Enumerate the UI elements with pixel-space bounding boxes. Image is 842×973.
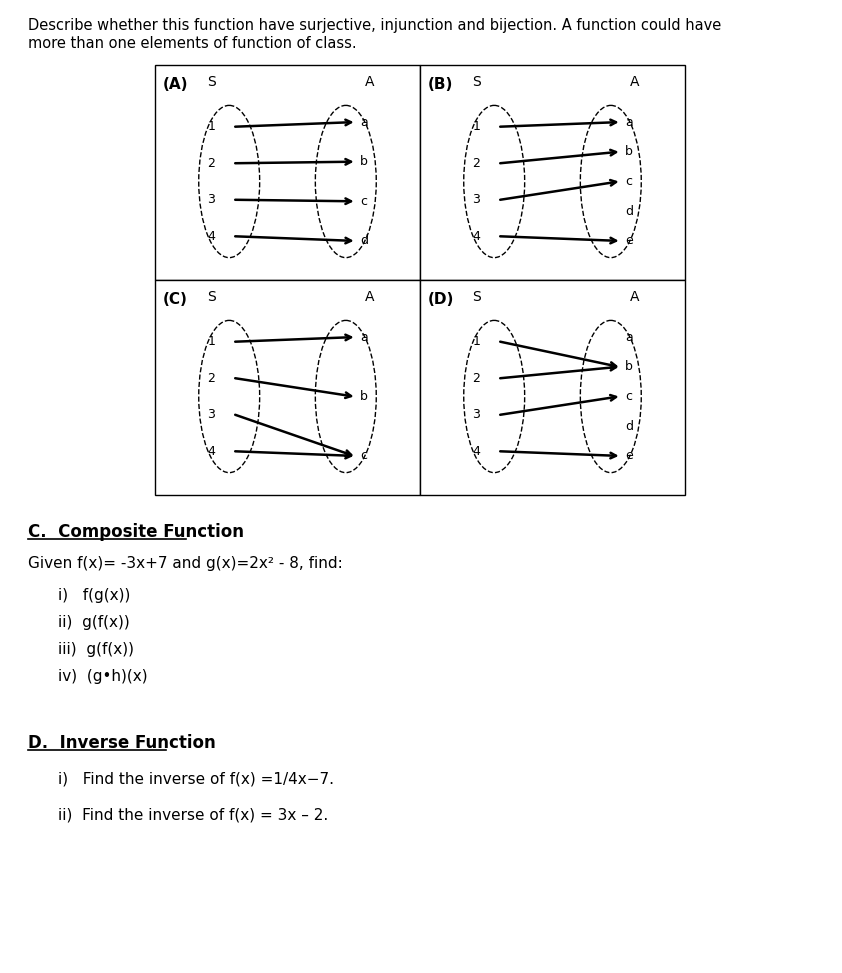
Text: 1: 1 — [472, 335, 480, 348]
Text: d: d — [360, 234, 368, 247]
Text: b: b — [360, 156, 368, 168]
Text: S: S — [207, 290, 216, 304]
Text: a: a — [625, 116, 632, 128]
Text: D.  Inverse Function: D. Inverse Function — [28, 734, 216, 752]
Text: 3: 3 — [207, 409, 216, 421]
Text: d: d — [625, 419, 633, 433]
Text: (B): (B) — [428, 77, 453, 92]
Text: ii)  g(f(x)): ii) g(f(x)) — [58, 615, 130, 630]
Text: e: e — [625, 234, 632, 247]
Text: c: c — [625, 175, 632, 188]
Bar — [420, 280, 685, 495]
Text: (D): (D) — [428, 292, 455, 307]
Text: 3: 3 — [207, 194, 216, 206]
Text: 4: 4 — [207, 445, 216, 458]
Text: 1: 1 — [207, 335, 216, 348]
Text: (C): (C) — [163, 292, 188, 307]
Text: more than one elements of function of class.: more than one elements of function of cl… — [28, 36, 357, 51]
Text: 4: 4 — [472, 445, 480, 458]
Text: a: a — [360, 331, 368, 343]
Text: b: b — [625, 360, 632, 374]
Text: iii)  g(f(x)): iii) g(f(x)) — [58, 642, 134, 657]
Text: e: e — [625, 450, 632, 462]
Text: A: A — [365, 75, 375, 89]
Text: 1: 1 — [207, 121, 216, 133]
Text: A: A — [630, 75, 640, 89]
Bar — [155, 65, 420, 280]
Text: A: A — [365, 290, 375, 304]
Text: iv)  (g•h)(x): iv) (g•h)(x) — [58, 669, 147, 684]
Text: 3: 3 — [472, 409, 480, 421]
Text: (A): (A) — [163, 77, 189, 92]
Text: 2: 2 — [207, 372, 216, 384]
Text: 2: 2 — [472, 372, 480, 384]
Bar — [155, 280, 420, 495]
Text: Describe whether this function have surjective, injunction and bijection. A func: Describe whether this function have surj… — [28, 18, 722, 33]
Text: c: c — [360, 450, 367, 462]
Text: b: b — [625, 145, 632, 159]
Text: i)   Find the inverse of f(x) =1/4x−7.: i) Find the inverse of f(x) =1/4x−7. — [58, 772, 334, 787]
Text: A: A — [630, 290, 640, 304]
Text: C.  Composite Function: C. Composite Function — [28, 523, 244, 541]
Text: ii)  Find the inverse of f(x) = 3x – 2.: ii) Find the inverse of f(x) = 3x – 2. — [58, 807, 328, 822]
Text: a: a — [625, 331, 632, 343]
Text: S: S — [207, 75, 216, 89]
Text: S: S — [472, 75, 481, 89]
Text: a: a — [360, 116, 368, 128]
Text: 3: 3 — [472, 194, 480, 206]
Text: 4: 4 — [207, 230, 216, 243]
Text: b: b — [360, 390, 368, 403]
Text: 4: 4 — [472, 230, 480, 243]
Text: i)   f(g(x)): i) f(g(x)) — [58, 588, 131, 603]
Text: 2: 2 — [472, 157, 480, 169]
Text: S: S — [472, 290, 481, 304]
Text: c: c — [625, 390, 632, 403]
Text: 1: 1 — [472, 121, 480, 133]
Text: c: c — [360, 195, 367, 208]
Text: d: d — [625, 204, 633, 218]
Bar — [420, 65, 685, 280]
Text: Given f(x)= -3x+7 and g(x)=2x² - 8, find:: Given f(x)= -3x+7 and g(x)=2x² - 8, find… — [28, 556, 343, 571]
Text: 2: 2 — [207, 157, 216, 169]
